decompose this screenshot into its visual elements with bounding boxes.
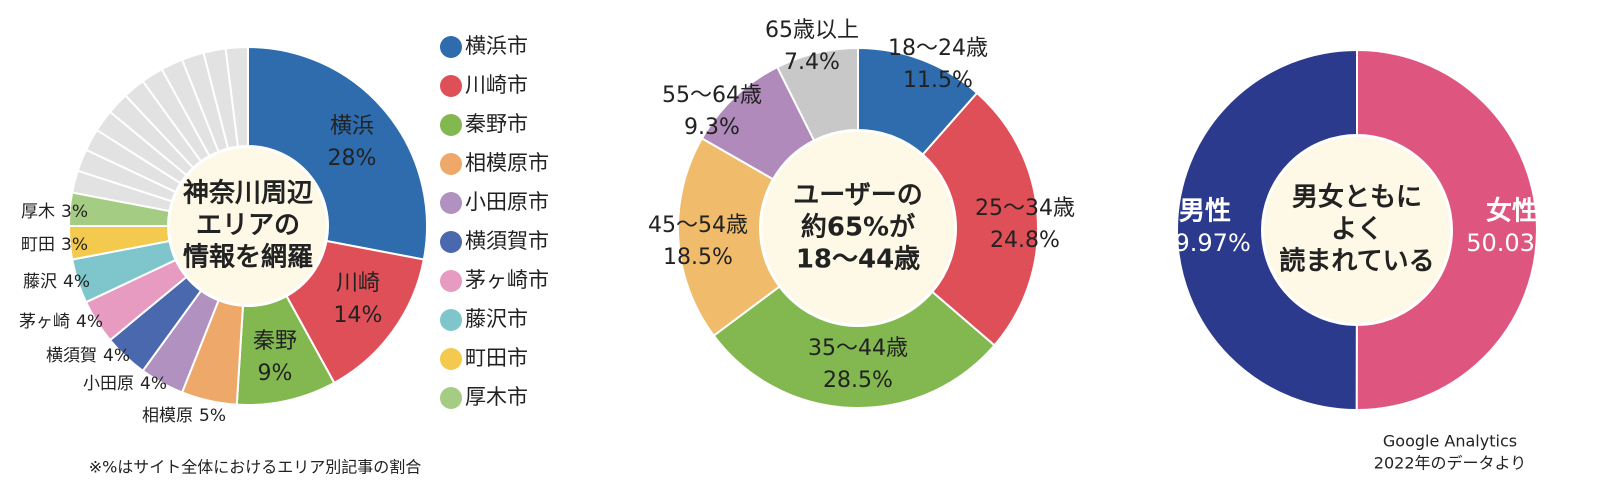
slice-name: 小田原 [83, 374, 134, 394]
legend-label: 横須賀市 [465, 229, 549, 253]
legend-marker [440, 192, 462, 214]
slice-value: 5% [199, 406, 226, 426]
slice-name: 横須賀 [46, 346, 97, 366]
donut-slice [677, 136, 781, 338]
slice-value: 4% [103, 346, 130, 366]
legend-label: 厚木市 [465, 385, 528, 409]
legend-marker [440, 153, 462, 175]
slice-name: 秦野 [253, 329, 297, 354]
slice-label: 藤沢 4% [23, 272, 90, 292]
slice-label: 横須賀 4% [46, 346, 130, 366]
center-text: ユーザーの [793, 181, 922, 211]
slice-name: 町田 [21, 235, 55, 255]
legend-label: 横浜市 [465, 34, 528, 58]
slice-name: 茅ヶ崎 [19, 312, 70, 332]
slice-name: 45～54歳 [648, 213, 748, 238]
slice-value: 3% [61, 235, 88, 255]
slice-name: 65歳以上 [765, 18, 859, 43]
donut-slice [224, 45, 249, 148]
legend-label: 秦野市 [465, 112, 528, 136]
slice-value: 9.3% [684, 115, 740, 140]
center-text: よく [1331, 215, 1383, 245]
slice-value: 28.5% [823, 368, 893, 393]
legend-marker [440, 348, 462, 370]
donut-slice [712, 285, 996, 409]
slice-value: 24.8% [990, 228, 1060, 253]
slice-name: 厚木 [21, 202, 55, 222]
slice-value: 18.5% [663, 245, 733, 270]
donut-slice [285, 239, 425, 385]
slice-name: 女性 [1486, 196, 1538, 227]
center-text: 18～44歳 [796, 245, 920, 275]
slice-label: 町田 3% [21, 235, 88, 255]
legend-label: 相模原市 [465, 151, 549, 175]
slice-value: 9% [258, 361, 293, 386]
legend-label: 藤沢市 [465, 307, 528, 331]
legend-marker [440, 75, 462, 97]
legend-marker [440, 36, 462, 58]
donut-slice [921, 91, 1039, 347]
slice-value: 3% [61, 202, 88, 222]
slice-value: 11.5% [903, 68, 973, 93]
legend-label: 小田原市 [465, 190, 549, 214]
donut-slice [1175, 48, 1358, 412]
legend-marker [440, 231, 462, 253]
slice-value: 4% [63, 272, 90, 292]
legend-marker [440, 309, 462, 331]
center-disc [1264, 137, 1450, 323]
slice-name: 35～44歳 [808, 336, 908, 361]
slice-name: 横浜 [330, 114, 374, 139]
note: ※%はサイト全体におけるエリア別記事の割合 [89, 458, 422, 477]
center-text: エリアの [196, 211, 300, 241]
slice-label: 相模原 5% [142, 406, 226, 426]
note: 2022年のデータより [1374, 454, 1526, 473]
legend-label: 川崎市 [465, 73, 528, 97]
center-text: 神奈川周辺 [183, 179, 313, 209]
legend-marker [440, 270, 462, 292]
donut-slice [1355, 48, 1538, 412]
slice-name: 相模原 [142, 406, 193, 426]
slice-name: 男性 [1179, 197, 1231, 227]
slice-label: 小田原 4% [83, 374, 167, 394]
legend-label: 茅ヶ崎市 [465, 268, 549, 292]
note: Google Analytics [1383, 432, 1517, 451]
slice-name: 55～64歳 [662, 83, 762, 108]
slice-name: 18～24歳 [888, 36, 988, 61]
slice-value: 14% [334, 303, 383, 328]
center-disc [762, 132, 954, 324]
donut-slice [775, 46, 859, 142]
slice-name: 川崎 [336, 271, 380, 296]
slice-name: 藤沢 [23, 272, 57, 292]
center-disc [170, 148, 326, 304]
donut-slice [247, 45, 428, 261]
slice-label: 茅ヶ崎 4% [19, 312, 103, 332]
slice-value: 50.03% [1466, 229, 1558, 257]
slice-name: 25～34歳 [975, 196, 1075, 221]
slice-label: 厚木 3% [21, 202, 88, 222]
slice-value: 4% [76, 312, 103, 332]
legend-marker [440, 114, 462, 136]
slice-value: 49.97% [1159, 229, 1251, 257]
slice-value: 28% [328, 146, 377, 171]
slice-value: 7.4% [784, 50, 840, 75]
legend-label: 町田市 [465, 346, 528, 370]
center-text: 情報を網羅 [183, 242, 313, 273]
legend-marker [440, 387, 462, 409]
center-text: 読まれている [1279, 246, 1434, 277]
slice-value: 4% [140, 374, 167, 394]
center-text: 男女ともに [1292, 182, 1422, 213]
center-text: 約65%が [801, 212, 915, 243]
